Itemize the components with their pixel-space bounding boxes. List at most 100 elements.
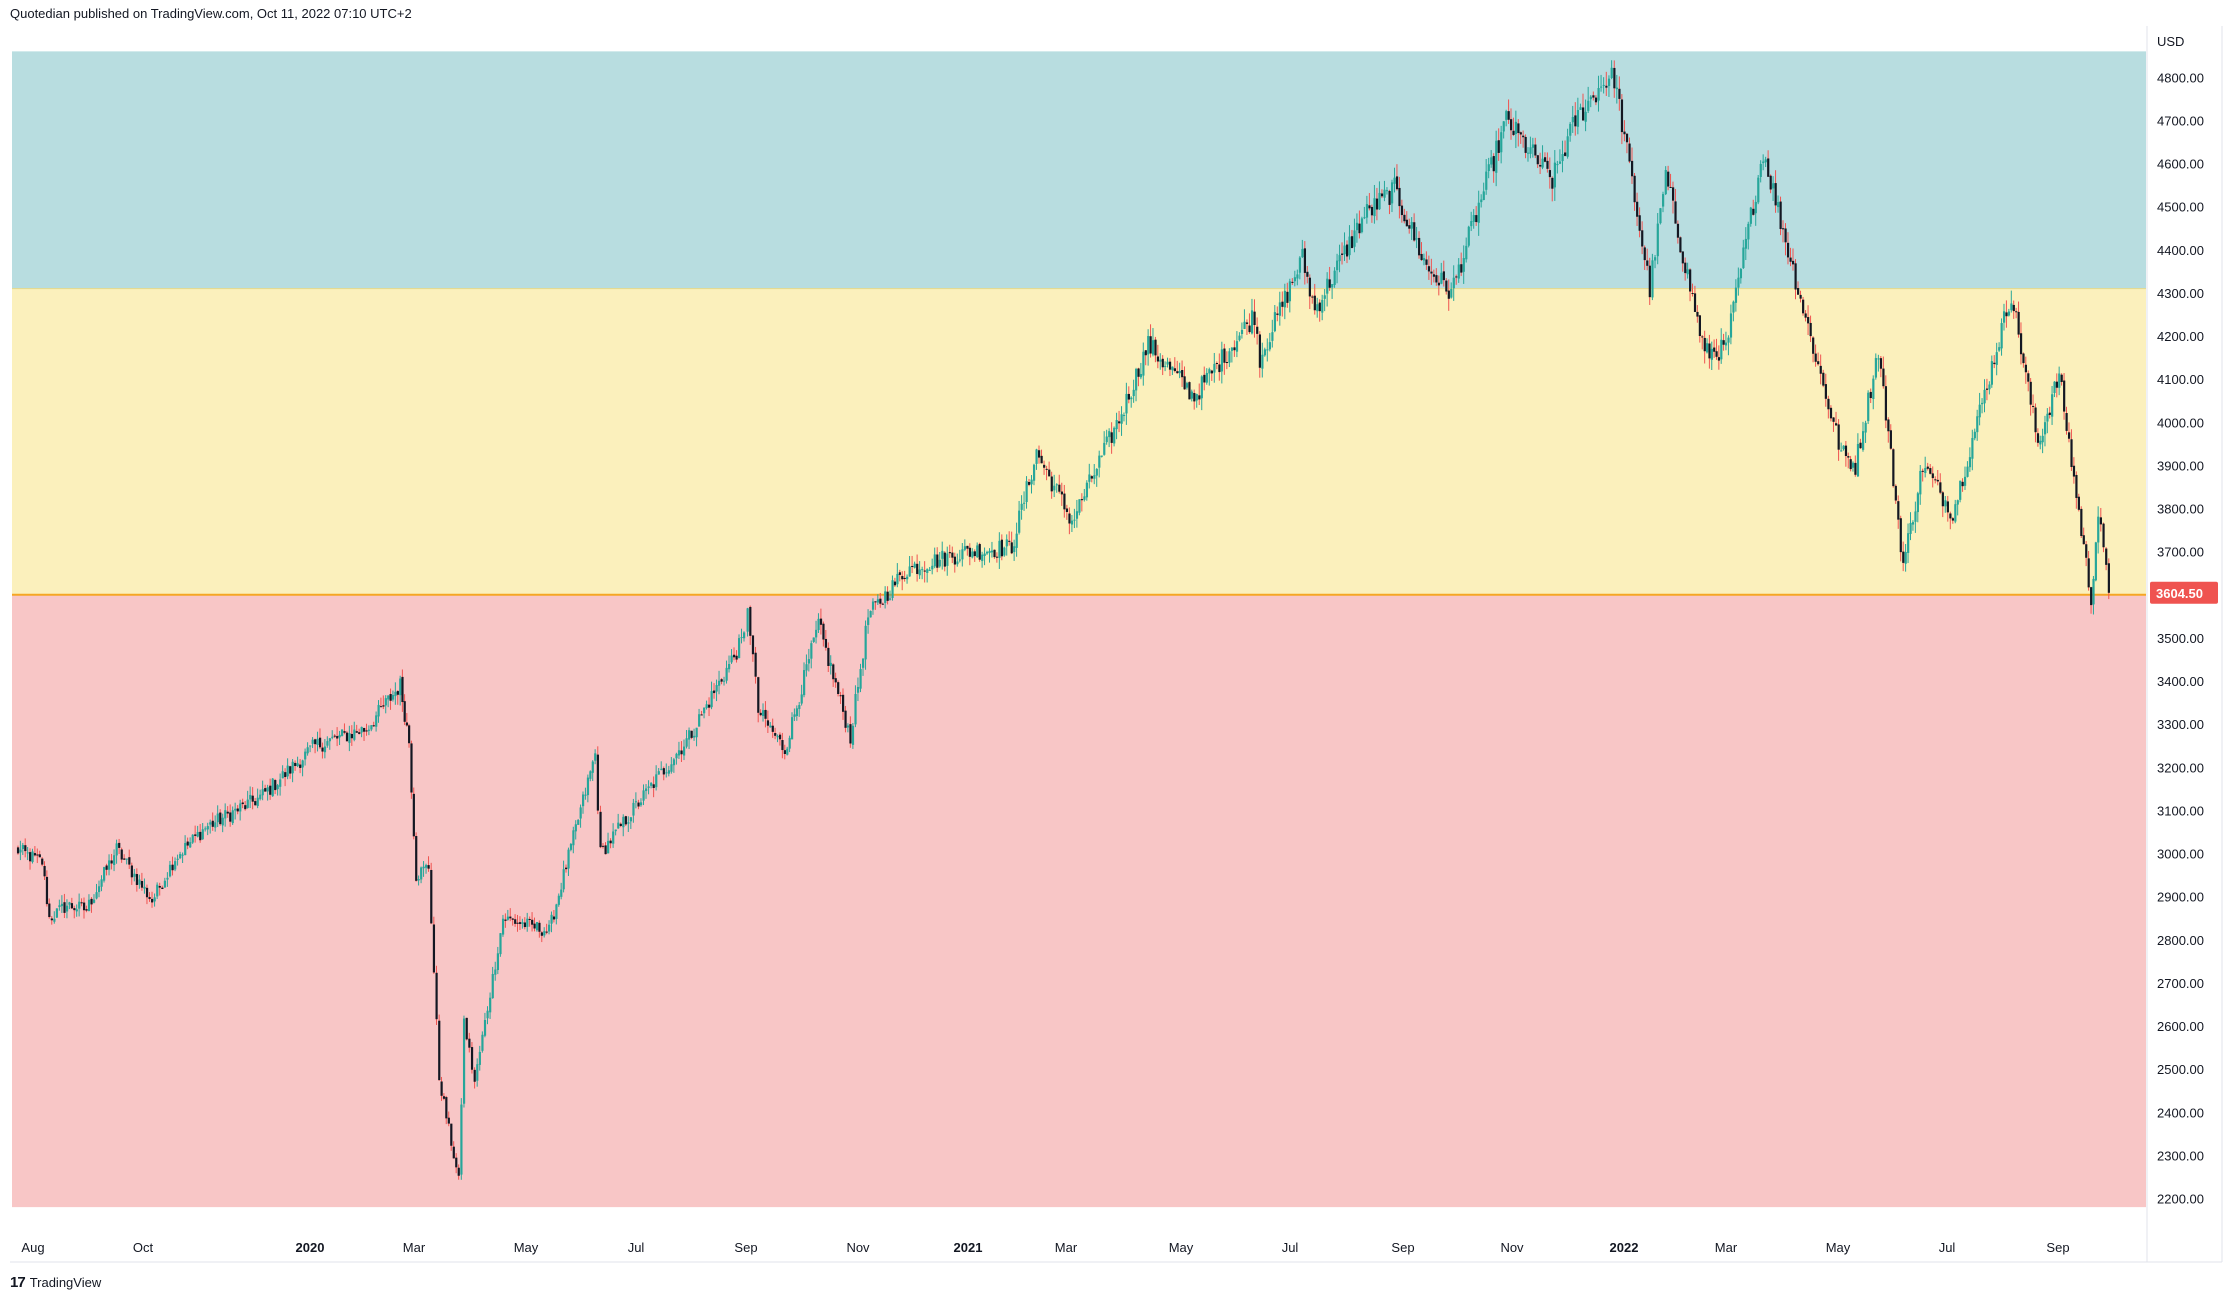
candle-body (1597, 88, 1600, 101)
candle-body (151, 898, 154, 903)
candle-body (1500, 132, 1503, 153)
candle-body (665, 772, 668, 774)
candle-body (2060, 374, 2063, 382)
candle-body (80, 902, 83, 904)
y-tick-label: 2500.00 (2157, 1062, 2204, 1077)
last-price-tag-background (2150, 581, 2218, 604)
price-axis[interactable]: USD 4800.00 4700.00 4600.00 4500.00 4400.00 4… (2157, 34, 2204, 1207)
candle-body (450, 1123, 453, 1146)
candle-body (1477, 202, 1480, 223)
candle-body (355, 731, 358, 733)
price-zones (12, 51, 2146, 1208)
candle-body (279, 779, 282, 787)
candle-body (1020, 503, 1023, 510)
candle-body (1218, 364, 1221, 373)
candle-body (417, 879, 420, 881)
candle-body (425, 865, 428, 868)
candle-body (304, 751, 307, 760)
candle-body (405, 722, 409, 726)
candle-body (1350, 236, 1354, 249)
candle-body (667, 770, 671, 774)
candle-body (1078, 499, 1081, 513)
candle-body (2005, 312, 2008, 317)
candle-body (115, 843, 118, 856)
candle-body (1135, 368, 1138, 391)
candle-body (481, 1034, 484, 1051)
candle-body (538, 922, 541, 932)
candle-body (998, 540, 1001, 558)
candle-body (1159, 359, 1162, 362)
candle-body (1531, 144, 1535, 148)
candle-body (1636, 201, 1639, 217)
candle-body (394, 691, 397, 697)
candle-body (1073, 519, 1076, 521)
candle-body (846, 725, 850, 728)
candle-body (1574, 115, 1577, 127)
time-axis[interactable]: Aug Oct 2020 Mar May Jul Sep Nov 2021 Mar May Jul Se… (21, 1240, 2069, 1255)
candle-body (854, 694, 857, 725)
candle-body (599, 811, 602, 848)
candle-body (206, 826, 209, 830)
candle-body (1988, 384, 1991, 390)
candle-body (807, 659, 811, 664)
x-tick-label: Mar (1715, 1240, 1738, 1255)
candle-body (645, 788, 648, 792)
candle-body (1256, 326, 1259, 334)
candle-body (95, 892, 98, 899)
candle-body (209, 822, 212, 825)
candle-body (249, 794, 252, 800)
y-tick-label: 3900.00 (2157, 458, 2204, 473)
candle-body (1480, 199, 1483, 203)
candle-body (470, 1047, 474, 1070)
y-tick-label: 4500.00 (2157, 200, 2204, 215)
candle-body (1323, 295, 1326, 299)
candle-body (700, 714, 703, 716)
candle-body (1827, 398, 1830, 410)
candle-body (723, 680, 726, 682)
candle-body (968, 547, 971, 557)
candle-body (341, 729, 344, 736)
candle-body (1435, 275, 1438, 283)
candle-body (1432, 274, 1436, 277)
candle-body (548, 924, 551, 932)
candle-body (1835, 423, 1838, 426)
candle-body (75, 909, 78, 912)
candle-body (435, 972, 438, 1020)
candle-body (1291, 281, 1294, 283)
candle-body (518, 922, 522, 924)
x-tick-label: Jul (1282, 1240, 1299, 1255)
candle-body (647, 786, 650, 788)
candle-body (2015, 311, 2018, 313)
candle-body (259, 794, 262, 800)
candle-body (384, 698, 387, 706)
candle-body (1610, 67, 1613, 79)
candle-body (735, 655, 738, 660)
candle-body (367, 729, 371, 731)
tradingview-logo[interactable]: 17 TradingView (10, 1274, 101, 1291)
candle-body (531, 919, 534, 925)
candle-body (1607, 78, 1611, 87)
candle-body (1023, 502, 1026, 504)
candle-body (2067, 432, 2071, 439)
candle-body (1413, 222, 1416, 241)
candle-body (901, 576, 904, 580)
candle-body (1301, 249, 1304, 258)
candle-body (1445, 280, 1448, 292)
candle-body (1502, 121, 1505, 132)
candle-body (1921, 470, 1924, 472)
candle-body (83, 902, 86, 911)
candle-body (1717, 357, 1721, 361)
candle-body (1472, 214, 1475, 222)
candle-body (1594, 97, 1598, 103)
candle-body (776, 736, 779, 738)
candle-body (1437, 282, 1441, 286)
candle-body (670, 764, 673, 772)
candle-body (1032, 464, 1036, 481)
publisher-caption: Quotedian published on TradingView.com, … (10, 6, 412, 21)
candle-body (1398, 187, 1401, 207)
candle-body (908, 566, 911, 577)
candle-body (168, 864, 172, 877)
candle-body (594, 753, 597, 761)
candle-body (301, 760, 304, 768)
